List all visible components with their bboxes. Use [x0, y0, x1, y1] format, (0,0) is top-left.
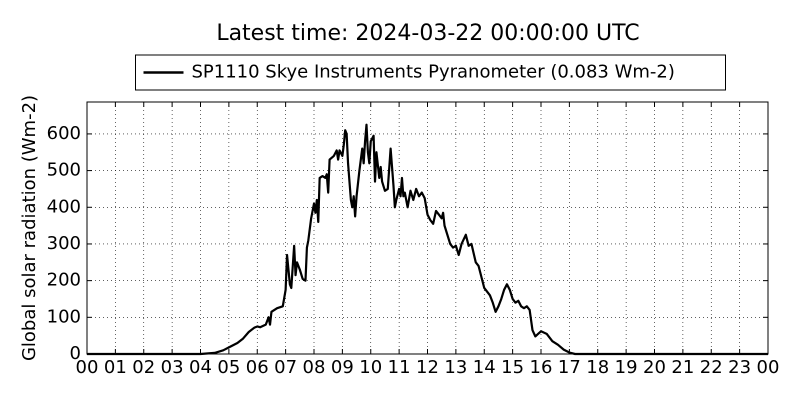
x-tick-label: 00 [757, 357, 780, 378]
x-tick-label: 16 [530, 357, 553, 378]
x-tick-label: 05 [217, 357, 240, 378]
data-line [87, 123, 768, 356]
y-axis-label: Global solar radiation (Wm-2) [19, 95, 40, 361]
y-tick-label: 500 [47, 160, 81, 181]
y-tick-label: 600 [47, 123, 81, 144]
x-tick-label: 10 [359, 357, 382, 378]
y-tick-label: 0 [70, 343, 81, 364]
y-tick-label: 400 [47, 196, 81, 217]
x-tick-label: 00 [76, 357, 99, 378]
x-tick-label: 03 [161, 357, 184, 378]
x-tick-label: 01 [104, 357, 127, 378]
plot-frame [86, 101, 769, 355]
legend-text: SP1110 Skye Instruments Pyranometer (0.0… [192, 62, 675, 83]
x-tick-label: 06 [246, 357, 269, 378]
y-tick-label: 300 [47, 233, 81, 254]
x-tick-label: 09 [331, 357, 354, 378]
x-tick-label: 21 [671, 357, 694, 378]
x-tick-label: 12 [416, 357, 439, 378]
x-tick-label: 11 [388, 357, 411, 378]
x-tick-label: 19 [615, 357, 638, 378]
y-tick-label: 100 [47, 306, 81, 327]
x-tick-label: 15 [501, 357, 524, 378]
x-tick-label: 18 [586, 357, 609, 378]
x-tick-label: 08 [303, 357, 326, 378]
y-tick-label: 200 [47, 270, 81, 291]
x-tick-label: 23 [728, 357, 751, 378]
x-tick-label: 07 [274, 357, 297, 378]
x-tick-label: 22 [700, 357, 723, 378]
x-tick-label: 20 [643, 357, 666, 378]
x-tick-label: 04 [189, 357, 212, 378]
x-tick-label: 02 [132, 357, 155, 378]
x-tick-label: 17 [558, 357, 581, 378]
legend-box [135, 54, 726, 91]
x-tick-label: 14 [473, 357, 496, 378]
chart-title: Latest time: 2024-03-22 00:00:00 UTC [216, 21, 639, 46]
x-tick-label: 13 [444, 357, 467, 378]
